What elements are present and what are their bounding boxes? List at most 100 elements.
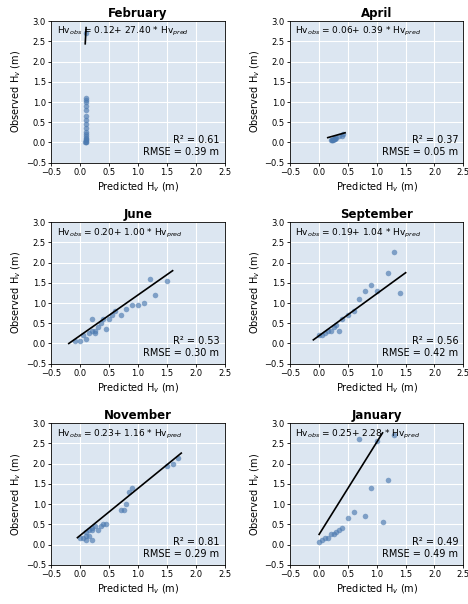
Title: September: September (340, 208, 413, 221)
Point (71, 336, 78, 346)
Point (356, 434, 363, 444)
Point (111, 306, 119, 316)
Text: Hv$_{obs}$ = 0.20+ 1.00 * Hv$_{pred}$: Hv$_{obs}$ = 0.20+ 1.00 * Hv$_{pred}$ (57, 226, 183, 240)
Point (385, 475, 392, 484)
Point (361, 512, 369, 521)
Point (152, 290, 159, 300)
Point (367, 280, 375, 290)
Point (82, 138, 89, 147)
Point (85, 329, 93, 338)
Point (340, 130, 347, 140)
Point (82, 536, 90, 545)
Point (82, 132, 89, 141)
Point (338, 315, 346, 324)
Point (324, 327, 331, 336)
Point (82, 105, 89, 115)
X-axis label: Predicted H$_v$ (m): Predicted H$_v$ (m) (336, 381, 418, 394)
Y-axis label: Observed H$_v$ (m): Observed H$_v$ (m) (9, 452, 23, 536)
Point (82, 123, 89, 133)
Point (82, 115, 89, 125)
Y-axis label: Observed H$_v$ (m): Observed H$_v$ (m) (248, 251, 262, 335)
Title: January: January (351, 409, 402, 422)
Point (315, 538, 323, 547)
Point (331, 134, 338, 144)
Point (361, 286, 369, 296)
Point (91, 329, 98, 338)
Point (85, 532, 93, 541)
Point (81, 138, 88, 147)
Point (146, 274, 154, 284)
Y-axis label: Observed H$_v$ (m): Observed H$_v$ (m) (9, 251, 23, 335)
Point (117, 310, 124, 320)
Text: Hv$_{obs}$ = 0.23+ 1.16 * Hv$_{pred}$: Hv$_{obs}$ = 0.23+ 1.16 * Hv$_{pred}$ (57, 428, 183, 440)
Point (120, 506, 127, 515)
Point (175, 453, 182, 463)
Point (321, 533, 329, 543)
X-axis label: Predicted H$_v$ (m): Predicted H$_v$ (m) (97, 582, 179, 596)
Point (321, 329, 329, 338)
Point (140, 298, 147, 308)
Point (88, 525, 95, 535)
Point (330, 135, 337, 144)
Y-axis label: Observed H$_v$ (m): Observed H$_v$ (m) (248, 50, 262, 133)
Point (82, 133, 89, 143)
Point (102, 519, 110, 529)
X-axis label: Predicted H$_v$ (m): Predicted H$_v$ (m) (97, 180, 179, 194)
Point (329, 135, 336, 144)
Point (94, 323, 102, 332)
Point (329, 135, 336, 144)
Point (327, 530, 335, 539)
Point (373, 286, 380, 296)
Point (88, 536, 95, 545)
Point (331, 133, 339, 143)
Point (390, 248, 398, 257)
X-axis label: Predicted H$_v$ (m): Predicted H$_v$ (m) (336, 582, 418, 596)
Point (91, 327, 98, 336)
Point (373, 437, 380, 446)
Point (390, 431, 398, 440)
Point (82, 28, 89, 38)
Point (350, 306, 358, 316)
Point (82, 120, 89, 129)
Text: Hv$_{obs}$ = 0.06+ 0.39 * Hv$_{pred}$: Hv$_{obs}$ = 0.06+ 0.39 * Hv$_{pred}$ (295, 25, 422, 39)
Point (129, 483, 136, 493)
Point (102, 324, 110, 334)
Point (328, 135, 336, 145)
Point (125, 487, 133, 496)
Point (82, 127, 89, 137)
Point (330, 530, 337, 539)
X-axis label: Predicted H$_v$ (m): Predicted H$_v$ (m) (336, 180, 418, 194)
Point (82, 95, 89, 105)
Point (97, 318, 104, 328)
Point (333, 133, 340, 143)
Point (324, 533, 331, 543)
Point (82, 130, 89, 140)
Point (88, 327, 95, 336)
Point (82, 101, 89, 111)
Point (356, 294, 363, 304)
Point (77, 336, 84, 346)
Point (336, 525, 343, 535)
Point (134, 300, 142, 310)
Point (108, 310, 116, 320)
Point (333, 321, 340, 330)
Point (91, 521, 98, 531)
X-axis label: Predicted H$_v$ (m): Predicted H$_v$ (m) (97, 381, 179, 394)
Point (336, 327, 343, 336)
Point (350, 507, 358, 517)
Text: R² = 0.49
RMSE = 0.49 m: R² = 0.49 RMSE = 0.49 m (382, 538, 458, 559)
Point (318, 330, 326, 340)
Point (105, 315, 113, 324)
Point (367, 483, 375, 493)
Point (88, 524, 95, 533)
Point (82, 111, 89, 121)
Point (100, 519, 107, 529)
Point (318, 536, 326, 545)
Text: Hv$_{obs}$ = 0.25+ 2.28 * Hv$_{pred}$: Hv$_{obs}$ = 0.25+ 2.28 * Hv$_{pred}$ (295, 428, 421, 440)
Point (344, 310, 352, 320)
Point (82, 135, 89, 144)
Point (82, 138, 90, 147)
Point (333, 527, 340, 537)
Point (330, 323, 337, 332)
Text: R² = 0.61
RMSE = 0.39 m: R² = 0.61 RMSE = 0.39 m (143, 135, 219, 157)
